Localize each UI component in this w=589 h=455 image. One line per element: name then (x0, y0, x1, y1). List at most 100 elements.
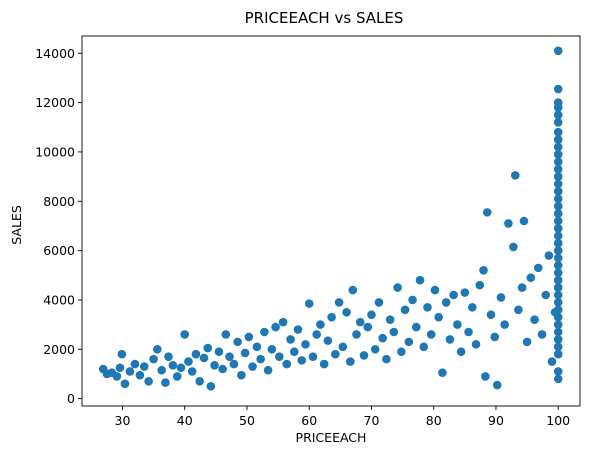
x-tick-label: 100 (546, 413, 570, 428)
data-point (554, 103, 563, 112)
data-point (453, 320, 462, 329)
data-point (493, 381, 502, 390)
data-point (481, 372, 490, 381)
data-point (479, 266, 488, 275)
data-point (367, 310, 376, 319)
data-point (554, 128, 563, 137)
data-point (169, 361, 178, 370)
data-point (541, 291, 550, 300)
data-point (297, 356, 306, 365)
data-point (264, 366, 273, 375)
x-tick-label: 70 (364, 413, 380, 428)
data-point (504, 219, 513, 228)
data-point (554, 118, 563, 127)
y-tick-label: 10000 (35, 144, 75, 159)
data-point (346, 357, 355, 366)
data-point (554, 313, 563, 322)
data-point (419, 343, 428, 352)
data-point (554, 195, 563, 204)
data-point (554, 246, 563, 255)
data-point (534, 264, 543, 273)
data-point (554, 158, 563, 167)
data-point (511, 171, 520, 180)
data-point (177, 363, 186, 372)
data-point (393, 283, 402, 292)
data-point (161, 378, 170, 387)
data-point (290, 347, 299, 356)
data-point (554, 320, 563, 329)
data-point (554, 261, 563, 270)
data-point (283, 360, 292, 369)
data-point (412, 323, 421, 332)
data-point (518, 283, 527, 292)
data-point (375, 298, 384, 307)
data-point (210, 361, 219, 370)
data-point (356, 318, 365, 327)
data-point (294, 325, 303, 334)
data-point (126, 367, 135, 376)
data-point (554, 224, 563, 233)
data-point (200, 354, 209, 363)
data-point (309, 352, 318, 361)
data-point (360, 351, 369, 360)
data-point (554, 111, 563, 120)
data-point (446, 335, 455, 344)
data-point (520, 217, 529, 226)
data-point (256, 355, 265, 364)
y-axis: 0 2000 4000 6000 8000 10000 12000 14000 (35, 46, 82, 406)
data-point (237, 371, 246, 380)
data-point (279, 318, 288, 327)
data-point (434, 313, 443, 322)
data-point (442, 298, 451, 307)
data-point (305, 299, 314, 308)
x-tick-label: 60 (301, 413, 317, 428)
data-point (554, 47, 563, 56)
x-tick-label: 80 (426, 413, 442, 428)
data-point (554, 291, 563, 300)
data-point (352, 330, 361, 339)
data-point (554, 232, 563, 241)
data-point (401, 306, 410, 315)
data-point (390, 328, 399, 337)
x-tick-label: 50 (239, 413, 255, 428)
y-tick-label: 14000 (35, 46, 75, 61)
data-point (245, 333, 254, 342)
data-point (327, 313, 336, 322)
data-point (438, 368, 447, 377)
data-point (131, 360, 140, 369)
data-point (157, 366, 166, 375)
data-point (260, 328, 269, 337)
data-point (554, 276, 563, 285)
data-point (324, 336, 333, 345)
data-point (554, 306, 563, 315)
data-point (149, 355, 158, 364)
data-point (490, 333, 499, 342)
data-point (475, 281, 484, 290)
data-point (449, 291, 458, 300)
data-point (527, 273, 536, 282)
data-point (538, 330, 547, 339)
plot-area (82, 36, 580, 406)
data-point (554, 143, 563, 152)
data-point (554, 217, 563, 226)
y-tick-label: 6000 (43, 243, 75, 258)
data-point (153, 345, 162, 354)
data-point (554, 209, 563, 218)
data-point (233, 338, 242, 347)
data-point (408, 296, 417, 305)
data-point (554, 254, 563, 263)
data-point (363, 323, 372, 332)
data-point (554, 150, 563, 159)
data-point (554, 283, 563, 292)
data-point (378, 334, 387, 343)
y-tick-label: 8000 (43, 194, 75, 209)
data-point (184, 357, 193, 366)
data-point (545, 251, 554, 260)
data-point (554, 343, 563, 352)
data-point (554, 375, 563, 384)
data-point (342, 308, 351, 317)
data-point (320, 360, 329, 369)
data-point (301, 340, 310, 349)
data-point (461, 288, 470, 297)
x-axis: 30 40 50 60 70 80 90 100 (115, 406, 571, 428)
